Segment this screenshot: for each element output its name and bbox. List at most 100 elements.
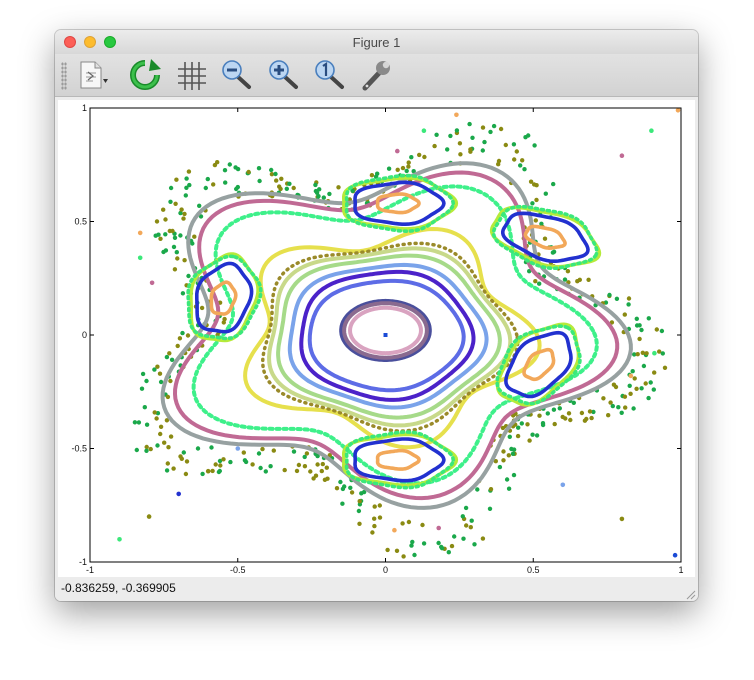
chaos-point — [511, 142, 517, 147]
chaos-point — [630, 369, 635, 374]
stray-point — [117, 537, 122, 542]
chaos-point — [377, 515, 383, 520]
chaos-point — [641, 363, 647, 369]
chaos-point — [436, 540, 441, 546]
chaos-point — [167, 228, 172, 234]
chaos-point — [195, 446, 201, 451]
chaos-point — [144, 378, 149, 384]
island-3-ring — [504, 330, 573, 399]
chaos-point — [634, 386, 639, 391]
chaos-point — [452, 534, 457, 539]
chaos-point — [659, 328, 665, 334]
insert-text-icon[interactable] — [75, 58, 111, 92]
chaos-point — [532, 182, 537, 187]
title-bar: Figure 1 — [55, 30, 698, 54]
chaos-point — [512, 157, 517, 162]
chaos-point — [217, 458, 223, 464]
zoom-in-icon[interactable] — [266, 58, 302, 92]
chaos-point — [412, 552, 417, 558]
chaos-point — [294, 468, 300, 474]
chaos-point — [168, 199, 173, 204]
chaos-point — [139, 386, 145, 391]
minimize-button[interactable] — [84, 36, 96, 48]
chaos-point — [152, 410, 157, 415]
chaos-point — [210, 468, 215, 474]
chaos-point — [158, 431, 163, 437]
chaos-point — [320, 461, 325, 467]
chaos-point — [158, 424, 164, 429]
island-5-ring — [186, 254, 263, 341]
zoom-out-icon[interactable] — [219, 58, 255, 92]
chaos-point — [155, 443, 160, 448]
close-button[interactable] — [64, 36, 76, 48]
stray-point — [672, 552, 678, 558]
chaos-point — [372, 504, 377, 509]
stray-point — [619, 153, 625, 158]
chaos-point — [644, 351, 649, 356]
chaos-point — [640, 350, 645, 355]
chaos-point — [132, 420, 138, 425]
chaos-point — [372, 516, 377, 521]
chaos-point — [660, 351, 665, 356]
chaos-point — [315, 462, 320, 467]
chaos-point — [571, 400, 576, 405]
chaos-point — [586, 277, 591, 282]
chaos-point — [634, 316, 639, 321]
chaos-point — [631, 406, 636, 411]
stray-point — [205, 468, 211, 474]
central-orbit-10 — [243, 226, 542, 450]
chaos-point — [235, 184, 240, 190]
chaos-point — [144, 444, 149, 450]
x-tick-label: 0 — [383, 565, 388, 575]
center-point — [383, 333, 388, 337]
chaos-point — [551, 181, 556, 187]
chaos-point — [217, 468, 222, 474]
chaos-point — [200, 471, 205, 477]
chaos-point — [241, 450, 246, 455]
chaos-point — [516, 425, 521, 430]
central-orbit-5 — [299, 269, 476, 402]
stray-point — [176, 491, 181, 497]
grid-icon[interactable] — [174, 58, 210, 92]
chaos-point — [646, 395, 651, 401]
chaos-point — [445, 147, 450, 152]
chaos-point — [628, 391, 633, 396]
chaos-point — [551, 407, 557, 412]
chaos-point — [587, 409, 593, 414]
chaos-point — [184, 176, 189, 181]
chaos-point — [203, 185, 208, 191]
chaos-point — [496, 158, 502, 164]
stray-point — [436, 525, 442, 531]
island-5-ring — [195, 261, 254, 334]
plot-canvas[interactable]: -1 -0.5 0 0.5 1 -1 -0.5 0 0.5 1 — [58, 100, 695, 577]
resize-grip-icon[interactable] — [684, 587, 696, 600]
chaos-point — [164, 418, 170, 423]
chaos-point — [144, 422, 150, 427]
chaos-point — [325, 476, 330, 481]
chaos-point — [168, 185, 174, 191]
toolbar-grip-icon[interactable] — [61, 62, 67, 90]
chaos-point — [449, 543, 455, 549]
chaos-point — [626, 302, 631, 307]
chaos-point — [627, 383, 632, 388]
chaos-point — [540, 422, 546, 428]
chaos-point — [169, 357, 175, 362]
zoom-reset-icon[interactable] — [312, 58, 348, 92]
chaos-point — [158, 236, 163, 241]
chaos-point — [510, 451, 516, 456]
chaos-point — [511, 472, 517, 478]
chaos-point — [168, 378, 173, 384]
stray-point — [560, 482, 566, 488]
chaos-point — [639, 327, 644, 333]
settings-wrench-icon[interactable] — [358, 58, 394, 92]
chaos-point — [526, 133, 531, 138]
island-1-ring — [344, 173, 456, 234]
chaos-point — [185, 333, 191, 338]
chaos-point — [534, 433, 540, 438]
chaos-point — [271, 448, 276, 453]
stray-point — [235, 446, 241, 451]
island-4-ring — [375, 448, 421, 471]
chaos-point — [614, 296, 620, 301]
maximize-button[interactable] — [104, 36, 116, 48]
refresh-icon[interactable] — [127, 58, 163, 92]
